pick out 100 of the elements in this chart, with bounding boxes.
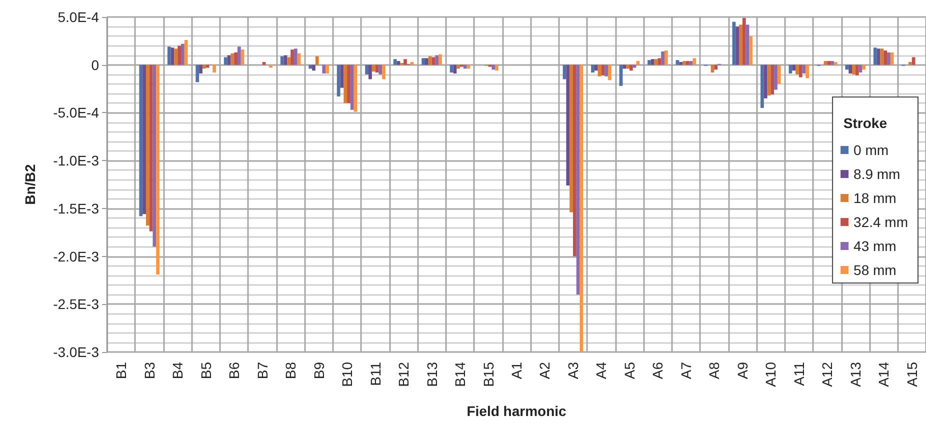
x-tick-label: A3 <box>564 362 581 380</box>
bar <box>912 57 916 65</box>
bar <box>570 64 573 212</box>
bar <box>686 61 690 65</box>
y-tick-label: -5.0E-4 <box>53 104 100 121</box>
x-tick-label: A5 <box>621 362 638 380</box>
bar <box>428 56 432 65</box>
bar <box>234 52 238 65</box>
legend-label: 8.9 mm <box>854 166 900 182</box>
bar <box>174 48 178 65</box>
bar <box>178 46 181 65</box>
bar <box>344 64 348 104</box>
bar <box>410 62 414 65</box>
bar <box>378 64 382 74</box>
x-tick-label: A7 <box>678 362 694 380</box>
bar <box>884 50 888 65</box>
bar <box>806 64 810 78</box>
bar <box>287 57 291 65</box>
y-tick-label: -2.0E-3 <box>53 248 100 264</box>
bar <box>422 58 425 65</box>
bar <box>393 59 397 65</box>
bar <box>608 64 612 80</box>
bar <box>382 64 386 80</box>
x-tick-label: A14 <box>876 362 892 387</box>
bar <box>636 61 640 65</box>
x-tick-label: A15 <box>904 362 920 387</box>
bar <box>855 64 859 76</box>
bar <box>629 64 633 71</box>
bar <box>240 50 244 65</box>
bar <box>676 60 680 65</box>
y-tick-label: -3.0E-3 <box>53 344 100 360</box>
x-tick-label: B11 <box>367 362 384 386</box>
bar <box>294 48 298 65</box>
x-tick-label: A2 <box>536 362 553 380</box>
x-tick-label: A4 <box>593 362 610 380</box>
bar <box>798 64 802 78</box>
y-axis-title: Bn/B2 <box>22 164 38 205</box>
bar <box>432 57 436 65</box>
bar <box>764 64 768 98</box>
bar <box>658 58 662 65</box>
bar <box>650 59 654 65</box>
y-tick-label: -1.0E-3 <box>53 152 100 169</box>
bar <box>435 55 439 65</box>
bar <box>492 64 496 70</box>
bar <box>262 62 266 65</box>
bar <box>689 61 693 65</box>
bar <box>322 64 326 74</box>
bar <box>880 48 884 65</box>
bar <box>770 64 774 95</box>
bar <box>146 64 150 226</box>
bar <box>876 48 880 65</box>
x-tick-label: B1 <box>113 362 130 380</box>
y-tick-label: 0 <box>91 56 100 73</box>
x-tick-label: B5 <box>198 362 214 380</box>
x-tick-label: B9 <box>310 362 327 380</box>
bar <box>372 64 376 72</box>
bar <box>692 58 696 65</box>
bar <box>788 64 792 74</box>
bar <box>908 62 912 65</box>
bar <box>714 64 718 70</box>
x-tick-label: A9 <box>734 362 750 380</box>
bar <box>149 64 153 232</box>
bar <box>167 46 171 65</box>
bar <box>576 64 580 295</box>
x-tick-label: A13 <box>847 362 864 387</box>
bar <box>495 64 498 71</box>
bar <box>199 64 202 74</box>
bar <box>648 60 651 65</box>
bar <box>156 64 160 274</box>
x-tick-label: B12 <box>396 362 412 387</box>
y-tick-label: -2.5E-3 <box>53 296 100 312</box>
bar <box>453 64 457 74</box>
bar <box>456 64 460 69</box>
bar <box>654 59 658 65</box>
bar <box>280 56 284 65</box>
bar <box>890 52 894 65</box>
bar <box>834 62 838 65</box>
bar <box>622 64 626 69</box>
legend-label: 18 mm <box>854 190 896 206</box>
x-tick-label: B15 <box>480 362 496 387</box>
bar <box>830 61 834 65</box>
bar <box>824 61 828 65</box>
bar <box>308 64 312 69</box>
bar <box>196 64 200 82</box>
x-tick-label: B7 <box>254 362 270 380</box>
bar <box>736 26 740 65</box>
x-tick-label: A11 <box>790 362 807 386</box>
legend-title: Stroke <box>843 115 888 131</box>
x-tick-label: B6 <box>226 362 242 380</box>
x-tick-label: A8 <box>706 362 722 380</box>
bar <box>365 64 369 74</box>
bar <box>626 64 630 69</box>
x-tick-label: A10 <box>762 362 779 387</box>
bar <box>774 64 778 90</box>
legend-label: 0 mm <box>854 142 889 158</box>
bar <box>852 64 856 74</box>
bar <box>237 46 241 65</box>
bar <box>862 64 866 70</box>
bar <box>591 64 594 73</box>
bar <box>368 64 372 80</box>
